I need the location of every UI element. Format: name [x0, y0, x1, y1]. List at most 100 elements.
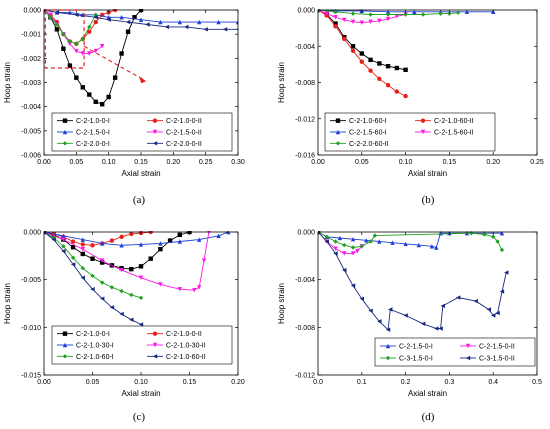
data-point: [138, 242, 144, 247]
series-line: [44, 9, 142, 105]
legend-entry: C-2-1.0-0-I: [57, 331, 110, 338]
data-point: [486, 307, 492, 312]
x-tick-label: 0.15: [443, 159, 457, 166]
annotation-arrow-head: [139, 76, 147, 84]
data-point: [368, 19, 373, 24]
data-point: [499, 289, 505, 294]
data-point: [350, 283, 356, 288]
data-point: [416, 242, 421, 248]
legend-box: [324, 112, 496, 152]
y-tick-label: -0.006: [21, 153, 41, 160]
data-point: [324, 239, 329, 244]
y-tick-label: -0.008: [295, 325, 315, 332]
legend-entry: C-2-1.5-0-I: [57, 130, 110, 137]
panel-caption: (c): [133, 411, 146, 423]
data-point: [138, 295, 144, 300]
data-point: [403, 12, 408, 17]
data-point: [109, 305, 115, 310]
data-point: [333, 251, 338, 256]
series-line: [44, 9, 238, 30]
legend-label: C-2-1.0-60-I: [349, 118, 387, 125]
plot-frame: [317, 231, 538, 376]
legend-swatch-marker: [385, 343, 391, 349]
data-point: [177, 232, 182, 238]
panel-caption: (d): [422, 411, 435, 423]
data-point: [90, 273, 95, 279]
data-point: [67, 39, 73, 44]
data-point: [125, 29, 131, 34]
data-point: [184, 24, 189, 30]
data-point: [119, 288, 124, 294]
data-point: [226, 231, 231, 235]
legend-label: C-2-1.5-0-I: [399, 344, 433, 351]
x-tick-label: 0.05: [355, 159, 369, 166]
legend-swatch-marker: [152, 118, 158, 123]
data-point: [87, 92, 92, 97]
data-point: [491, 313, 496, 318]
x-tick-label: 0.30: [231, 159, 245, 166]
data-point: [138, 264, 144, 269]
data-point: [119, 311, 124, 317]
data-point: [342, 251, 347, 256]
series-C-2-1.5-0-II: [318, 231, 364, 256]
data-point: [482, 232, 487, 237]
chart-panel-c: 0.00 0.05 0.10 0.15 0.20 0.000 -0.005 -0.010 -0.…: [3, 230, 245, 424]
series-line: [44, 9, 103, 54]
x-tick-label: 0.3: [445, 379, 455, 386]
data-point: [119, 267, 124, 273]
legend-label: C-2-2.0-0-II: [166, 141, 202, 148]
data-point: [350, 251, 356, 256]
legend-label: C-2-1.5-0-II: [479, 344, 515, 351]
legend-box: [51, 325, 233, 365]
data-point: [67, 41, 73, 47]
legend-entry: C-2-1.0-0-I: [57, 118, 110, 125]
data-point: [67, 63, 73, 68]
legend-entry: C-2-1.0-0-II: [147, 118, 202, 125]
x-tick-label: 0.20: [167, 159, 181, 166]
data-point: [368, 68, 373, 73]
legend-label: C-2-1.0-60-I: [76, 354, 114, 361]
data-point: [385, 83, 391, 88]
data-point: [363, 238, 369, 243]
y-axis-label: Hoop strain: [3, 283, 12, 324]
data-point: [495, 310, 500, 316]
data-point: [138, 275, 144, 280]
data-point: [499, 231, 505, 236]
data-point: [197, 237, 202, 242]
annotation-highlight: [44, 9, 147, 84]
legend-entry: C-2-1.5-60-II: [415, 130, 474, 137]
legend-label: C-2-1.0-60-II: [434, 118, 474, 125]
legend-swatch-marker: [62, 342, 68, 348]
data-point: [87, 29, 92, 34]
data-point: [420, 321, 426, 326]
x-tick-label: 0.15: [134, 159, 148, 166]
data-point: [93, 19, 98, 25]
data-point: [158, 246, 163, 252]
data-point: [106, 94, 111, 100]
series-line: [44, 231, 190, 270]
legend-label: C-2-1.5-0-I: [76, 130, 110, 137]
data-point: [74, 12, 79, 18]
y-tick-label: -0.005: [21, 277, 41, 284]
data-point: [158, 19, 163, 25]
legend-entry: C-2-1.5-0-II: [147, 130, 202, 137]
x-tick-label: 0.00: [37, 379, 51, 386]
data-point: [455, 295, 461, 300]
series-C-2-1.0-0-II: [44, 9, 118, 47]
data-point: [337, 235, 343, 241]
data-point: [197, 285, 202, 290]
data-point: [74, 41, 79, 47]
data-point: [80, 237, 85, 242]
panel-caption: (b): [422, 194, 435, 206]
data-point: [350, 19, 356, 24]
data-point: [222, 27, 228, 32]
data-point: [377, 61, 382, 66]
y-axis-label: Hoop strain: [277, 62, 286, 103]
legend-box: [374, 337, 536, 367]
data-point: [90, 256, 95, 261]
data-point: [359, 59, 364, 64]
x-tick-label: 0.0: [313, 379, 323, 386]
data-point: [464, 9, 470, 15]
data-point: [368, 239, 373, 244]
legend-swatch-marker: [62, 354, 68, 359]
